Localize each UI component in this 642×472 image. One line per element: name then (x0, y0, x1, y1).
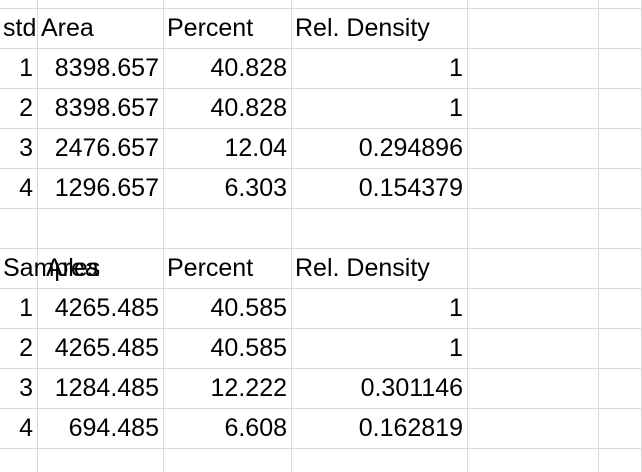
samples-row-3: 3 1284.485 12.222 0.301146 (0, 369, 642, 409)
samples-percent-cell[interactable]: 40.585 (164, 289, 292, 328)
grid-cell[interactable] (38, 209, 164, 248)
samples-header-percent[interactable]: Percent (164, 249, 292, 288)
stds-id-cell[interactable]: 2 (0, 89, 38, 128)
stds-rel-density-cell[interactable]: 1 (292, 89, 468, 128)
stds-rel-density-cell[interactable]: 1 (292, 49, 468, 88)
samples-rel-density-cell[interactable]: 1 (292, 329, 468, 368)
grid-cell[interactable] (468, 329, 599, 368)
stds-percent-cell[interactable]: 12.04 (164, 129, 292, 168)
samples-row-4: 4 694.485 6.608 0.162819 (0, 409, 642, 449)
grid-cell[interactable] (0, 209, 38, 248)
samples-area-cell[interactable]: 694.485 (38, 409, 164, 448)
grid-cell[interactable] (38, 0, 164, 8)
grid-cell[interactable] (599, 169, 642, 208)
samples-area-cell[interactable]: 4265.485 (38, 329, 164, 368)
grid-cell[interactable] (468, 449, 599, 472)
grid-cell[interactable] (468, 369, 599, 408)
stds-id-cell[interactable]: 1 (0, 49, 38, 88)
stds-header-area[interactable]: Area (38, 9, 164, 48)
grid-row-top (0, 0, 642, 9)
grid-cell[interactable] (164, 449, 292, 472)
empty-row (0, 209, 642, 249)
stds-area-cell[interactable]: 1296.657 (38, 169, 164, 208)
grid-cell[interactable] (468, 409, 599, 448)
samples-header-row: Samples Area Percent Rel. Density (0, 249, 642, 289)
grid-cell[interactable] (468, 249, 599, 288)
grid-cell[interactable] (468, 209, 599, 248)
samples-percent-cell[interactable]: 6.608 (164, 409, 292, 448)
stds-id-cell[interactable]: 4 (0, 169, 38, 208)
stds-area-cell[interactable]: 2476.657 (38, 129, 164, 168)
stds-header-row: stds Area Percent Rel. Density (0, 9, 642, 49)
stds-row-3: 3 2476.657 12.04 0.294896 (0, 129, 642, 169)
grid-cell[interactable] (164, 0, 292, 8)
grid-cell[interactable] (468, 9, 599, 48)
samples-id-cell[interactable]: 3 (0, 369, 38, 408)
samples-id-cell[interactable]: 1 (0, 289, 38, 328)
stds-header-label[interactable]: stds (0, 9, 38, 48)
grid-cell[interactable] (599, 329, 642, 368)
grid-cell[interactable] (599, 49, 642, 88)
samples-rel-density-cell[interactable]: 0.301146 (292, 369, 468, 408)
grid-cell[interactable] (468, 169, 599, 208)
stds-rel-density-cell[interactable]: 0.294896 (292, 129, 468, 168)
samples-percent-cell[interactable]: 40.585 (164, 329, 292, 368)
grid-cell[interactable] (292, 449, 468, 472)
samples-id-cell[interactable]: 2 (0, 329, 38, 368)
grid-cell[interactable] (599, 9, 642, 48)
stds-percent-cell[interactable]: 6.303 (164, 169, 292, 208)
grid-cell[interactable] (292, 209, 468, 248)
stds-percent-cell[interactable]: 40.828 (164, 49, 292, 88)
samples-row-1: 1 4265.485 40.585 1 (0, 289, 642, 329)
grid-cell[interactable] (599, 449, 642, 472)
grid-cell[interactable] (38, 449, 164, 472)
stds-row-1: 1 8398.657 40.828 1 (0, 49, 642, 89)
grid-cell[interactable] (468, 129, 599, 168)
grid-cell[interactable] (292, 0, 468, 8)
grid-cell[interactable] (599, 209, 642, 248)
grid-cell[interactable] (0, 0, 38, 8)
samples-percent-cell[interactable]: 12.222 (164, 369, 292, 408)
samples-area-cell[interactable]: 1284.485 (38, 369, 164, 408)
grid-cell[interactable] (599, 249, 642, 288)
grid-cell[interactable] (599, 289, 642, 328)
stds-rel-density-cell[interactable]: 0.154379 (292, 169, 468, 208)
grid-cell[interactable] (599, 129, 642, 168)
grid-cell[interactable] (468, 49, 599, 88)
stds-area-cell[interactable]: 8398.657 (38, 89, 164, 128)
grid-cell[interactable] (468, 89, 599, 128)
stds-row-4: 4 1296.657 6.303 0.154379 (0, 169, 642, 209)
samples-rel-density-cell[interactable]: 1 (292, 289, 468, 328)
stds-percent-cell[interactable]: 40.828 (164, 89, 292, 128)
grid-cell[interactable] (599, 89, 642, 128)
stds-area-cell[interactable]: 8398.657 (38, 49, 164, 88)
samples-area-cell[interactable]: 4265.485 (38, 289, 164, 328)
grid-cell[interactable] (164, 209, 292, 248)
samples-id-cell[interactable]: 4 (0, 409, 38, 448)
stds-id-cell[interactable]: 3 (0, 129, 38, 168)
grid-cell[interactable] (599, 0, 642, 8)
samples-row-2: 2 4265.485 40.585 1 (0, 329, 642, 369)
grid-cell[interactable] (468, 0, 599, 8)
grid-cell[interactable] (468, 289, 599, 328)
stds-header-percent[interactable]: Percent (164, 9, 292, 48)
grid-cell[interactable] (599, 369, 642, 408)
samples-header-rel-density[interactable]: Rel. Density (292, 249, 468, 288)
samples-rel-density-cell[interactable]: 0.162819 (292, 409, 468, 448)
samples-header-label[interactable]: Samples (0, 249, 100, 288)
stds-row-2: 2 8398.657 40.828 1 (0, 89, 642, 129)
stds-header-rel-density[interactable]: Rel. Density (292, 9, 468, 48)
samples-header-area[interactable]: Area (38, 249, 164, 288)
grid-cell[interactable] (599, 409, 642, 448)
grid-cell[interactable] (0, 449, 38, 472)
grid-row-bottom (0, 449, 642, 472)
